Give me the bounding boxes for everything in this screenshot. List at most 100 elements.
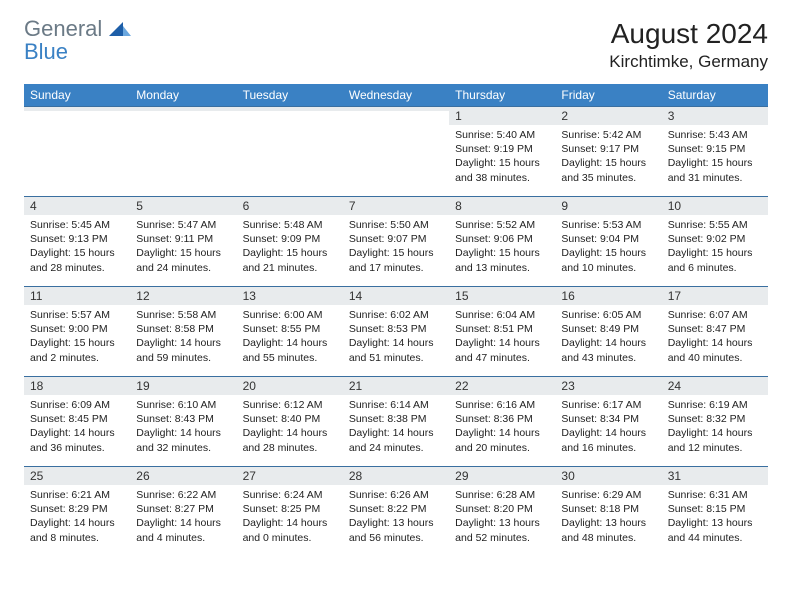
calendar-header-row: SundayMondayTuesdayWednesdayThursdayFrid… bbox=[24, 84, 768, 106]
daylight-text: Daylight: 15 hours and 17 minutes. bbox=[349, 246, 443, 274]
sunset-text: Sunset: 9:06 PM bbox=[455, 232, 549, 246]
calendar-cell: 31Sunrise: 6:31 AMSunset: 8:15 PMDayligh… bbox=[662, 466, 768, 556]
day-info: Sunrise: 5:43 AMSunset: 9:15 PMDaylight:… bbox=[662, 125, 768, 191]
sunset-text: Sunset: 9:13 PM bbox=[30, 232, 124, 246]
sunset-text: Sunset: 8:15 PM bbox=[668, 502, 762, 516]
calendar-cell bbox=[130, 106, 236, 196]
calendar-cell: 23Sunrise: 6:17 AMSunset: 8:34 PMDayligh… bbox=[555, 376, 661, 466]
day-info bbox=[24, 111, 130, 171]
daylight-text: Daylight: 14 hours and 4 minutes. bbox=[136, 516, 230, 544]
day-number: 5 bbox=[130, 197, 236, 215]
day-number: 8 bbox=[449, 197, 555, 215]
day-number: 28 bbox=[343, 467, 449, 485]
day-info: Sunrise: 6:09 AMSunset: 8:45 PMDaylight:… bbox=[24, 395, 130, 461]
header: General Blue August 2024 Kirchtimke, Ger… bbox=[24, 18, 768, 72]
sunset-text: Sunset: 8:22 PM bbox=[349, 502, 443, 516]
day-info: Sunrise: 5:50 AMSunset: 9:07 PMDaylight:… bbox=[343, 215, 449, 281]
sunset-text: Sunset: 8:40 PM bbox=[243, 412, 337, 426]
daylight-text: Daylight: 15 hours and 35 minutes. bbox=[561, 156, 655, 184]
sunrise-text: Sunrise: 6:00 AM bbox=[243, 308, 337, 322]
day-info: Sunrise: 5:57 AMSunset: 9:00 PMDaylight:… bbox=[24, 305, 130, 371]
day-info: Sunrise: 6:10 AMSunset: 8:43 PMDaylight:… bbox=[130, 395, 236, 461]
day-info: Sunrise: 6:12 AMSunset: 8:40 PMDaylight:… bbox=[237, 395, 343, 461]
day-info: Sunrise: 6:21 AMSunset: 8:29 PMDaylight:… bbox=[24, 485, 130, 551]
day-info: Sunrise: 6:19 AMSunset: 8:32 PMDaylight:… bbox=[662, 395, 768, 461]
calendar-cell: 16Sunrise: 6:05 AMSunset: 8:49 PMDayligh… bbox=[555, 286, 661, 376]
calendar-cell: 28Sunrise: 6:26 AMSunset: 8:22 PMDayligh… bbox=[343, 466, 449, 556]
day-info: Sunrise: 5:40 AMSunset: 9:19 PMDaylight:… bbox=[449, 125, 555, 191]
sunset-text: Sunset: 8:27 PM bbox=[136, 502, 230, 516]
daylight-text: Daylight: 15 hours and 24 minutes. bbox=[136, 246, 230, 274]
day-info: Sunrise: 6:04 AMSunset: 8:51 PMDaylight:… bbox=[449, 305, 555, 371]
day-info bbox=[343, 111, 449, 171]
calendar-cell: 11Sunrise: 5:57 AMSunset: 9:00 PMDayligh… bbox=[24, 286, 130, 376]
sunrise-text: Sunrise: 5:52 AM bbox=[455, 218, 549, 232]
sunrise-text: Sunrise: 6:14 AM bbox=[349, 398, 443, 412]
day-number: 9 bbox=[555, 197, 661, 215]
day-number: 4 bbox=[24, 197, 130, 215]
day-number: 19 bbox=[130, 377, 236, 395]
daylight-text: Daylight: 14 hours and 40 minutes. bbox=[668, 336, 762, 364]
day-number: 25 bbox=[24, 467, 130, 485]
daylight-text: Daylight: 15 hours and 10 minutes. bbox=[561, 246, 655, 274]
sunrise-text: Sunrise: 5:57 AM bbox=[30, 308, 124, 322]
day-info: Sunrise: 5:48 AMSunset: 9:09 PMDaylight:… bbox=[237, 215, 343, 281]
sunset-text: Sunset: 8:45 PM bbox=[30, 412, 124, 426]
sunset-text: Sunset: 9:00 PM bbox=[30, 322, 124, 336]
day-info: Sunrise: 6:05 AMSunset: 8:49 PMDaylight:… bbox=[555, 305, 661, 371]
day-number: 27 bbox=[237, 467, 343, 485]
sunset-text: Sunset: 9:11 PM bbox=[136, 232, 230, 246]
weekday-header: Sunday bbox=[24, 84, 130, 106]
day-info: Sunrise: 6:28 AMSunset: 8:20 PMDaylight:… bbox=[449, 485, 555, 551]
weekday-header: Thursday bbox=[449, 84, 555, 106]
sunrise-text: Sunrise: 6:12 AM bbox=[243, 398, 337, 412]
day-number: 30 bbox=[555, 467, 661, 485]
day-number: 12 bbox=[130, 287, 236, 305]
calendar-cell: 29Sunrise: 6:28 AMSunset: 8:20 PMDayligh… bbox=[449, 466, 555, 556]
calendar-cell: 5 Sunrise: 5:47 AMSunset: 9:11 PMDaylight… bbox=[130, 196, 236, 286]
daylight-text: Daylight: 14 hours and 8 minutes. bbox=[30, 516, 124, 544]
sunrise-text: Sunrise: 6:09 AM bbox=[30, 398, 124, 412]
day-number: 17 bbox=[662, 287, 768, 305]
sunrise-text: Sunrise: 5:43 AM bbox=[668, 128, 762, 142]
sunset-text: Sunset: 8:53 PM bbox=[349, 322, 443, 336]
calendar-cell bbox=[237, 106, 343, 196]
sunrise-text: Sunrise: 6:10 AM bbox=[136, 398, 230, 412]
calendar-cell: 6Sunrise: 5:48 AMSunset: 9:09 PMDaylight… bbox=[237, 196, 343, 286]
sunrise-text: Sunrise: 6:07 AM bbox=[668, 308, 762, 322]
sunrise-text: Sunrise: 5:47 AM bbox=[136, 218, 230, 232]
day-info: Sunrise: 5:55 AMSunset: 9:02 PMDaylight:… bbox=[662, 215, 768, 281]
day-info: Sunrise: 6:24 AMSunset: 8:25 PMDaylight:… bbox=[237, 485, 343, 551]
day-number: 21 bbox=[343, 377, 449, 395]
day-number: 10 bbox=[662, 197, 768, 215]
sunrise-text: Sunrise: 6:22 AM bbox=[136, 488, 230, 502]
calendar-cell: 20Sunrise: 6:12 AMSunset: 8:40 PMDayligh… bbox=[237, 376, 343, 466]
calendar-cell: 18Sunrise: 6:09 AMSunset: 8:45 PMDayligh… bbox=[24, 376, 130, 466]
calendar-cell: 7Sunrise: 5:50 AMSunset: 9:07 PMDaylight… bbox=[343, 196, 449, 286]
sunrise-text: Sunrise: 5:53 AM bbox=[561, 218, 655, 232]
calendar-page: General Blue August 2024 Kirchtimke, Ger… bbox=[0, 0, 792, 574]
day-number: 22 bbox=[449, 377, 555, 395]
daylight-text: Daylight: 15 hours and 28 minutes. bbox=[30, 246, 124, 274]
daylight-text: Daylight: 14 hours and 47 minutes. bbox=[455, 336, 549, 364]
sunrise-text: Sunrise: 6:19 AM bbox=[668, 398, 762, 412]
month-title: August 2024 bbox=[609, 18, 768, 50]
daylight-text: Daylight: 14 hours and 43 minutes. bbox=[561, 336, 655, 364]
daylight-text: Daylight: 15 hours and 2 minutes. bbox=[30, 336, 124, 364]
weekday-header: Saturday bbox=[662, 84, 768, 106]
daylight-text: Daylight: 13 hours and 48 minutes. bbox=[561, 516, 655, 544]
calendar-cell: 10Sunrise: 5:55 AMSunset: 9:02 PMDayligh… bbox=[662, 196, 768, 286]
day-info: Sunrise: 6:02 AMSunset: 8:53 PMDaylight:… bbox=[343, 305, 449, 371]
calendar-cell: 9Sunrise: 5:53 AMSunset: 9:04 PMDaylight… bbox=[555, 196, 661, 286]
daylight-text: Daylight: 14 hours and 16 minutes. bbox=[561, 426, 655, 454]
day-info: Sunrise: 6:17 AMSunset: 8:34 PMDaylight:… bbox=[555, 395, 661, 461]
day-number: 24 bbox=[662, 377, 768, 395]
day-number: 31 bbox=[662, 467, 768, 485]
sunset-text: Sunset: 8:18 PM bbox=[561, 502, 655, 516]
day-number: 23 bbox=[555, 377, 661, 395]
calendar-cell: 14Sunrise: 6:02 AMSunset: 8:53 PMDayligh… bbox=[343, 286, 449, 376]
day-info: Sunrise: 5:52 AMSunset: 9:06 PMDaylight:… bbox=[449, 215, 555, 281]
day-info: Sunrise: 6:00 AMSunset: 8:55 PMDaylight:… bbox=[237, 305, 343, 371]
calendar-cell: 21Sunrise: 6:14 AMSunset: 8:38 PMDayligh… bbox=[343, 376, 449, 466]
logo-mark-icon bbox=[109, 20, 131, 36]
